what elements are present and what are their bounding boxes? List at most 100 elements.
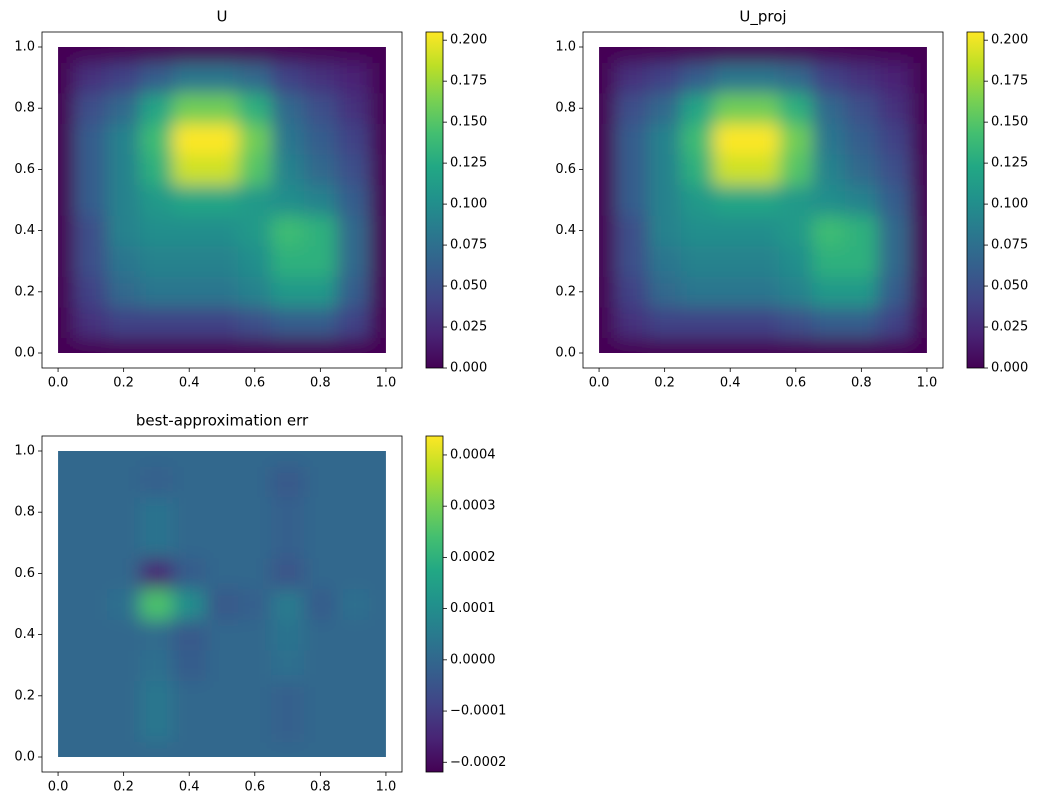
- colorbar-tick-label: 0.075: [991, 238, 1028, 253]
- heatmap-cell: [172, 619, 207, 651]
- heatmap-cell: [779, 184, 813, 216]
- heatmap-cell: [369, 680, 386, 712]
- heatmap-cell: [140, 62, 174, 94]
- heatmap-cell: [303, 46, 338, 63]
- heatmap-cell: [140, 184, 174, 216]
- heatmap-cell: [599, 184, 616, 216]
- heatmap-cell: [779, 154, 813, 186]
- heatmap-cell: [58, 123, 75, 155]
- heatmap-cell: [140, 619, 174, 651]
- heatmap-cell: [779, 46, 813, 63]
- heatmap-cell: [74, 337, 108, 354]
- heatmap-cell: [779, 92, 813, 124]
- heatmap-cell: [172, 741, 207, 758]
- heatmap-cell: [172, 496, 207, 528]
- heatmap-cell: [681, 46, 715, 63]
- heatmap-cell: [58, 496, 75, 528]
- heatmap-cell: [648, 307, 682, 339]
- heatmap-cell: [369, 92, 386, 124]
- heatmap-cell: [648, 215, 682, 247]
- heatmap-cell: [369, 215, 386, 247]
- heatmap-cell: [615, 92, 649, 124]
- heatmap-cell: [205, 276, 239, 308]
- heatmap-cell: [107, 307, 141, 339]
- heatmap-cell: [107, 558, 141, 590]
- heatmap-cell: [599, 245, 616, 278]
- x-tick-label: 0.0: [48, 376, 69, 391]
- heatmap-cell: [336, 619, 371, 651]
- x-tick-label: 0.2: [113, 376, 134, 391]
- heatmap-cell: [812, 245, 846, 278]
- heatmap-cell: [910, 215, 927, 247]
- heatmap-cell: [303, 92, 338, 124]
- heatmap-cell: [107, 450, 141, 467]
- colorbar-tick-label: −0.0002: [450, 755, 506, 770]
- heatmap-cell: [107, 619, 141, 651]
- heatmap-cell: [205, 245, 239, 278]
- heatmap-cell: [58, 307, 75, 339]
- heatmap-cell: [746, 307, 780, 339]
- heatmap-cell: [172, 337, 207, 354]
- heatmap-cell: [238, 46, 272, 63]
- heatmap-cell: [336, 154, 371, 186]
- heatmap-cell: [74, 619, 108, 651]
- heatmap-cell: [58, 154, 75, 186]
- heatmap-cell: [746, 337, 780, 354]
- heatmap-cell: [140, 215, 174, 247]
- heatmap-cell: [369, 711, 386, 743]
- heatmap-cell: [713, 123, 748, 155]
- heatmap-cell: [681, 62, 715, 94]
- heatmap-cell: [681, 245, 715, 278]
- heatmap-cell: [910, 276, 927, 308]
- heatmap-cell: [877, 62, 912, 94]
- heatmap-cell: [205, 741, 239, 758]
- y-tick-label: 0.6: [555, 162, 576, 177]
- heatmap-cell: [172, 711, 207, 743]
- heatmap-cell: [336, 496, 371, 528]
- heatmap-cell: [336, 307, 371, 339]
- heatmap-cell: [369, 450, 386, 467]
- heatmap-cell: [713, 46, 748, 63]
- heatmap-cell: [910, 245, 927, 278]
- heatmap-cell: [844, 46, 879, 63]
- heatmap-cell: [336, 337, 371, 354]
- heatmap-cell: [271, 558, 305, 590]
- heatmap-cell: [812, 276, 846, 308]
- heatmap-cell: [107, 649, 141, 682]
- heatmap-cell: [877, 307, 912, 339]
- heatmap-cell: [271, 741, 305, 758]
- x-tick-label: 0.0: [589, 376, 610, 391]
- heatmap-cell: [910, 46, 927, 63]
- heatmap-cell: [172, 649, 207, 682]
- heatmap-cell: [713, 337, 748, 354]
- chart-title: best-approximation err: [136, 412, 309, 430]
- heatmap-cell: [713, 276, 748, 308]
- heatmap-cell: [74, 276, 108, 308]
- heatmap-cell: [303, 62, 338, 94]
- heatmap-cell: [877, 123, 912, 155]
- heatmap-cell: [238, 307, 272, 339]
- heatmap-cell: [172, 588, 207, 620]
- y-tick-label: 1.0: [14, 443, 35, 458]
- heatmap-cell: [205, 711, 239, 743]
- heatmap-cell: [681, 154, 715, 186]
- heatmap-cell: [58, 245, 75, 278]
- heatmap-cell: [271, 619, 305, 651]
- heatmap-cell: [648, 184, 682, 216]
- heatmap-cell: [140, 527, 174, 559]
- heatmap-cell: [336, 123, 371, 155]
- heatmap-cell: [615, 215, 649, 247]
- heatmap-cell: [271, 466, 305, 498]
- heatmap-cell: [599, 46, 616, 63]
- y-tick-label: 0.0: [14, 346, 35, 361]
- heatmap-cell: [271, 46, 305, 63]
- x-tick-label: 0.4: [179, 780, 200, 795]
- heatmap-cell: [369, 46, 386, 63]
- heatmap-cell: [107, 337, 141, 354]
- heatmap-field: [58, 46, 386, 354]
- heatmap-cell: [812, 46, 846, 63]
- heatmap-cell: [107, 154, 141, 186]
- heatmap-cell: [303, 527, 338, 559]
- heatmap-cell: [713, 92, 748, 124]
- y-tick-label: 0.8: [555, 101, 576, 116]
